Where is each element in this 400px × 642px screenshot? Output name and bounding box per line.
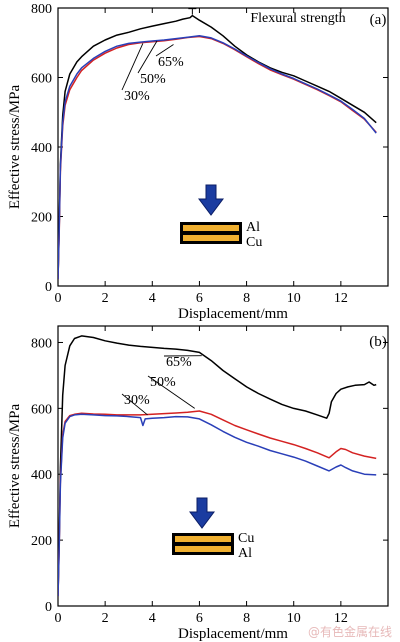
- series-label: 50%: [140, 72, 166, 87]
- x-axis-label: Displacement/mm: [178, 626, 288, 642]
- series-label: 65%: [158, 55, 184, 70]
- x-tick-label: 8: [243, 291, 250, 306]
- watermark-text: @有色金属在线: [308, 624, 392, 639]
- x-tick-label: 0: [55, 291, 62, 306]
- x-tick-label: 6: [196, 291, 203, 306]
- plate-label-bottom: Cu: [246, 235, 262, 250]
- y-axis-label: Effective stress/MPa: [7, 404, 23, 529]
- y-tick-label: 600: [31, 72, 52, 87]
- x-tick-label: 12: [334, 291, 348, 306]
- x-tick-label: 8: [243, 611, 250, 626]
- y-tick-label: 400: [31, 468, 52, 483]
- plate-top-layer: [183, 225, 239, 231]
- y-tick-label: 600: [31, 402, 52, 417]
- series-line-30pct: [58, 413, 377, 597]
- load-arrow-icon: [189, 497, 215, 529]
- plate-bottom-layer: [183, 235, 239, 241]
- y-tick-label: 400: [31, 141, 52, 156]
- annotation-leader: [155, 44, 174, 57]
- plot-frame: [57, 325, 389, 607]
- x-tick-label: 6: [196, 611, 203, 626]
- plate-label-bottom: Al: [238, 546, 252, 561]
- series-line-65pct: [58, 14, 377, 280]
- y-tick-label: 800: [31, 2, 52, 17]
- x-tick-label: 0: [55, 611, 62, 626]
- x-tick-label: 12: [334, 611, 348, 626]
- annotation-leader: [121, 393, 148, 416]
- plate-label-top: Al: [246, 220, 260, 235]
- x-tick-label: 2: [102, 291, 109, 306]
- series-label: 50%: [150, 375, 176, 390]
- panel-a: 0 2 4 6 8 10 12 0 200 400 600 800 Displacement/mm Eff…: [7, 2, 389, 322]
- load-arrow-icon: [198, 184, 224, 216]
- series-label: 30%: [124, 89, 150, 104]
- y-tick-label: 0: [45, 600, 52, 615]
- y-tick-label: 200: [31, 534, 52, 549]
- x-tick-label: 2: [102, 611, 109, 626]
- panel-label: (a): [370, 12, 387, 28]
- series-label: 65%: [166, 355, 192, 370]
- series-line-30pct: [58, 35, 377, 280]
- y-tick-label: 0: [45, 280, 52, 295]
- series-line-65pct: [58, 335, 377, 597]
- chart-title: Flexural strength: [250, 11, 345, 26]
- annotation-leader: [137, 40, 158, 74]
- plate-label-top: Cu: [238, 531, 254, 546]
- x-tick-label: 4: [149, 291, 156, 306]
- y-axis-label: Effective stress/MPa: [7, 85, 23, 210]
- plate-bottom-layer: [175, 546, 231, 552]
- series-line-50pct: [58, 410, 377, 597]
- annotation-leader: [121, 43, 144, 91]
- x-tick-label: 10: [287, 611, 301, 626]
- y-tick-label: 200: [31, 211, 52, 226]
- annotation-leader: [147, 375, 195, 409]
- y-tick-label: 800: [31, 336, 52, 351]
- panel-b: 0 2 4 6 8 10 12 0 200 400 600 800 Displacement/mm Eff…: [7, 325, 389, 642]
- plate-top-layer: [175, 536, 231, 542]
- series-label: 30%: [124, 393, 150, 408]
- x-tick-label: 10: [287, 291, 301, 306]
- panel-label: (b): [369, 334, 387, 350]
- x-tick-label: 4: [149, 611, 156, 626]
- x-axis-label: Displacement/mm: [178, 306, 288, 322]
